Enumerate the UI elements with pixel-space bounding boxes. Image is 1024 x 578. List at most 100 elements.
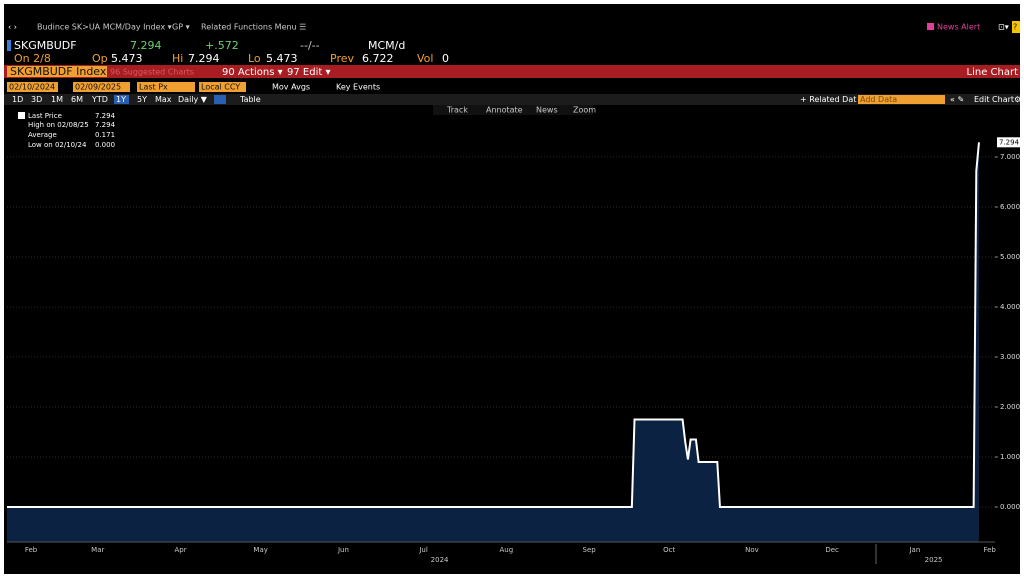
op: 5.473 [111, 52, 143, 65]
actions-menu[interactable]: 90 Actions ▾ [222, 67, 283, 78]
period[interactable]: Max [155, 95, 172, 104]
x-tick-label: Oct [663, 546, 675, 554]
field-box[interactable] [137, 82, 195, 92]
field: Last Px [139, 83, 168, 92]
y-tick-label: 1.000 [1000, 453, 1020, 461]
period[interactable]: 1D [12, 95, 23, 104]
hi-label: Hi [172, 52, 183, 65]
edit-menu[interactable]: 97 Edit ▾ [287, 67, 330, 78]
y-tick-label: 7.000 [1000, 153, 1020, 161]
start-box[interactable] [7, 82, 58, 92]
x-tick-label: Jan [908, 546, 920, 554]
x-tick-label: Jun [337, 546, 349, 554]
nav-arrows[interactable]: ‹ › [8, 23, 17, 32]
last-price-label: 7.294 [999, 138, 1020, 146]
y-tick-label: 3.000 [1000, 353, 1020, 361]
year-label: 2024 [431, 556, 449, 564]
frequency[interactable]: Daily ▼ [178, 95, 208, 104]
chart: 0.000 1.000 2.000 3.000 4.000 5.000 6.000 7.000… [7, 137, 1023, 564]
lo-label: Lo [248, 52, 261, 65]
x-tick-label: Feb [25, 546, 38, 554]
legend-label: High on 02/08/25 [28, 121, 89, 129]
key-events[interactable]: Key Events [336, 83, 380, 92]
security-box[interactable] [7, 66, 107, 77]
end-date: 02/09/2025 [75, 83, 121, 92]
y-tick-label: 0.000 [1000, 503, 1020, 511]
end-box[interactable] [73, 82, 130, 92]
hi: 7.294 [188, 52, 220, 65]
legend-value: 7.294 [95, 121, 116, 129]
news-alert[interactable]: News Alert [937, 23, 980, 32]
period[interactable]: YTD [91, 95, 108, 104]
related-menu[interactable]: Related Functions Menu ☰ [201, 23, 306, 32]
x-tick-label: Jul [418, 546, 428, 554]
op-label: Op [92, 52, 108, 65]
help-icon: ? [1013, 23, 1017, 32]
legend-value: 0.171 [95, 131, 115, 139]
related-data[interactable]: + Related Dat [800, 95, 856, 104]
x-tick-label: Aug [500, 546, 514, 554]
legend-value: 0.000 [95, 141, 115, 149]
period[interactable]: 6M [71, 95, 83, 104]
suggested-charts[interactable]: 96 Suggested Charts [110, 68, 194, 77]
x-tick-label: Mar [91, 546, 104, 554]
chart-type: Line Chart [967, 67, 1019, 78]
prev-label: Prev [330, 52, 354, 65]
last-price-tag [997, 137, 1023, 148]
vol-label: Vol [417, 52, 433, 65]
period[interactable]: 1M [51, 95, 63, 104]
period[interactable]: 3D [31, 95, 42, 104]
table-button[interactable]: Table [239, 95, 261, 104]
legend-label: Average [28, 131, 57, 139]
y-tick-label: 6.000 [1000, 203, 1020, 211]
period-selected [114, 95, 129, 104]
help-button[interactable] [1012, 21, 1020, 33]
year-label: 2025 [925, 556, 943, 564]
gp-menu[interactable]: GP ▾ [172, 23, 190, 32]
chart-tool[interactable]: Zoom [573, 106, 596, 115]
prev: 6.722 [362, 52, 394, 65]
chart-tool[interactable]: Annotate [486, 106, 523, 115]
window-menu[interactable]: ⊡▾ [998, 23, 1009, 32]
tool-bar [433, 105, 593, 115]
x-tick-label: Feb [983, 546, 996, 554]
last: 7.294 [130, 39, 162, 52]
range: --/-- [300, 39, 320, 52]
change: +.572 [205, 39, 239, 52]
legend-label: Low on 02/10/24 [28, 141, 87, 149]
mov-avgs[interactable]: Mov Avgs [272, 83, 310, 92]
y-tick-label: 5.000 [1000, 253, 1020, 261]
x-tick-label: Nov [745, 546, 759, 554]
collapse[interactable]: « ✎ [950, 95, 964, 104]
add-data: Add Data [860, 95, 897, 104]
settings[interactable]: ⚙ [1014, 95, 1021, 104]
period-bar [4, 94, 1020, 105]
currency-box[interactable] [199, 82, 246, 92]
lo: 5.473 [266, 52, 298, 65]
y-tick-label: 4.000 [1000, 303, 1020, 311]
legend-label: Last Price [28, 112, 62, 120]
ticker: SKGMBUDF [14, 39, 77, 52]
alert-icon [927, 23, 934, 30]
menu-bar [4, 65, 1020, 78]
legend-swatch [18, 112, 25, 119]
line [7, 142, 980, 508]
legend-value: 7.294 [95, 112, 116, 120]
start-date: 02/10/2024 [9, 83, 55, 92]
chart-tool[interactable]: News [536, 106, 558, 115]
period[interactable]: 5Y [137, 95, 147, 104]
security: SKGMBUDF Index [10, 65, 107, 78]
x-tick-label: May [253, 546, 267, 554]
x-tick-label: Sep [583, 546, 597, 554]
edit-chart[interactable]: Edit Chart [974, 95, 1014, 104]
unit: MCM/d [368, 39, 405, 52]
chart-icon[interactable] [214, 95, 226, 104]
chart-tool[interactable]: Track [446, 106, 468, 115]
add-data-box[interactable] [858, 95, 945, 104]
period[interactable]: 1Y [116, 95, 126, 104]
on-date: On 2/8 [14, 52, 51, 65]
currency: Local CCY [201, 83, 240, 92]
security-title[interactable]: Budince SK>UA MCM/Day Index ▾ [37, 23, 172, 32]
